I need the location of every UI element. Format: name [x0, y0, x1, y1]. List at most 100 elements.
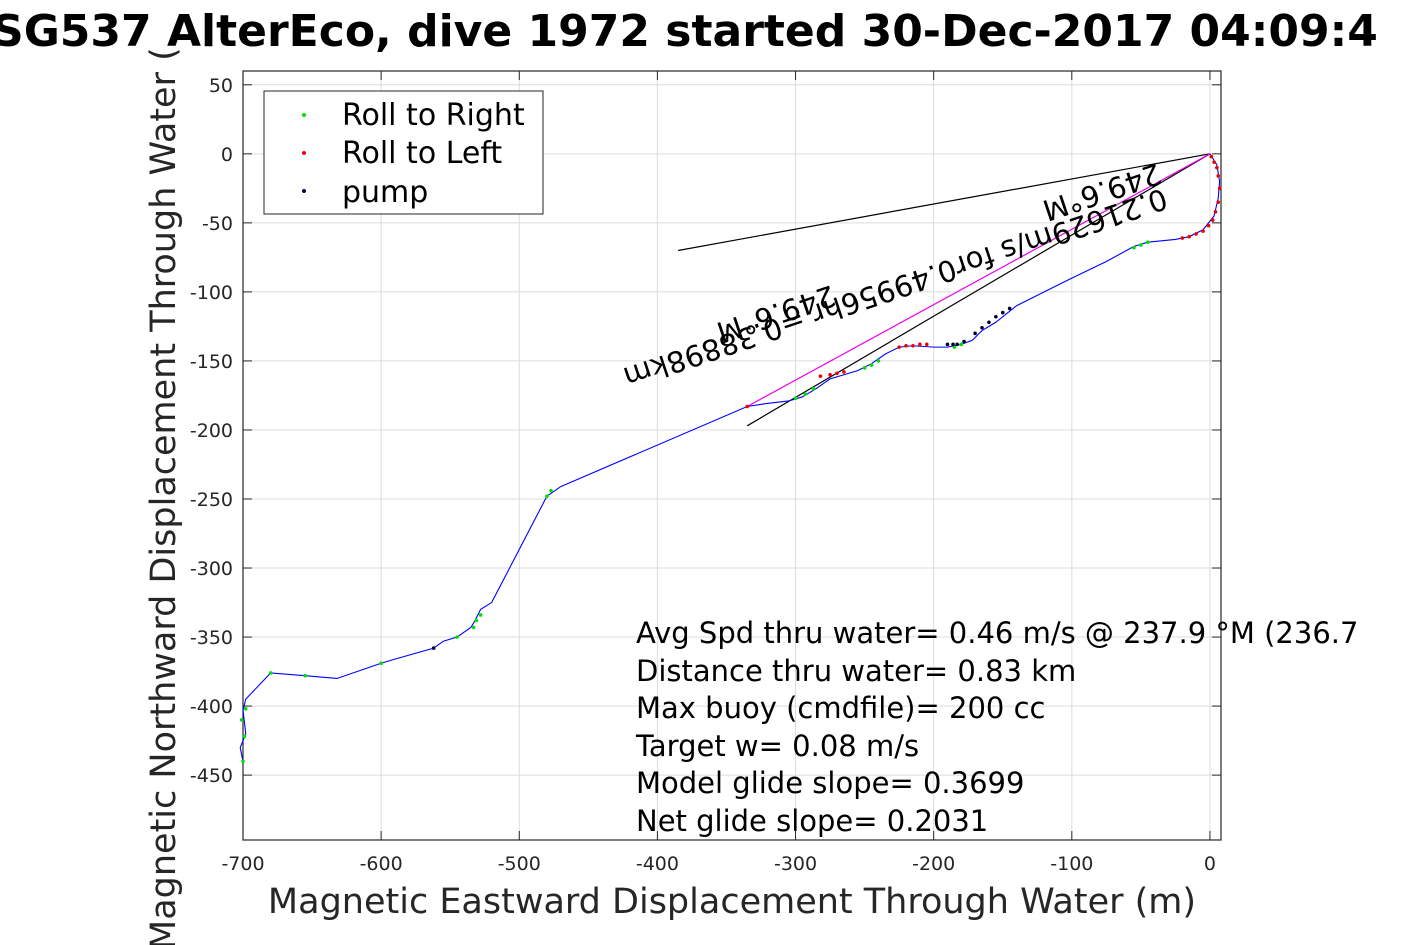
roll-left-point	[1212, 160, 1216, 164]
roll-left-point	[1210, 218, 1215, 222]
roll-left-point	[897, 345, 901, 349]
x-tick-label: -500	[498, 853, 541, 875]
x-tick-label: -600	[360, 853, 403, 875]
roll-left-point	[828, 372, 832, 377]
roll-left-point	[842, 370, 846, 374]
roll-left-point	[918, 342, 922, 347]
roll-left-point	[1201, 229, 1205, 233]
roll-right-point	[876, 359, 881, 363]
roll-left-point	[1215, 165, 1219, 170]
x-tick-label: -400	[636, 853, 679, 875]
roll-left-point	[1216, 200, 1221, 204]
y-tick-label: -300	[190, 558, 233, 580]
pump-point	[955, 342, 959, 347]
roll-right-point	[379, 661, 383, 666]
y-tick-label: 0	[221, 144, 233, 166]
roll-right-point	[471, 625, 476, 630]
y-tick-label: -150	[190, 351, 233, 373]
roll-left-point	[1206, 223, 1211, 228]
axes-frame	[242, 70, 1222, 841]
roll-left-point	[1187, 234, 1192, 239]
y-tick-label: -350	[190, 627, 233, 649]
summary-line-net-glide: Net glide slope= 0.2031	[636, 804, 988, 838]
pump-point	[987, 320, 991, 325]
data-lines	[239, 153, 1221, 762]
x-tick-label: -100	[1050, 853, 1093, 875]
pump-point	[980, 325, 984, 330]
y-tick-label: -50	[202, 213, 233, 235]
legend-marker-pump	[302, 189, 306, 193]
y-tick-label: -100	[190, 282, 233, 304]
reference-line	[746, 153, 1211, 427]
x-axis-label: Magnetic Eastward Displacement Through W…	[268, 882, 1196, 922]
pump-point	[431, 646, 436, 650]
summary-line-max-buoy: Max buoy (cmdfile)= 200 cc	[636, 691, 1045, 725]
roll-right-point	[1132, 245, 1136, 250]
pump-point	[973, 331, 977, 336]
pump-point	[945, 342, 950, 347]
y-tick-label: 50	[209, 75, 233, 97]
legend-label-roll-left: Roll to Left	[342, 136, 502, 171]
roll-right-point	[243, 707, 248, 711]
reference-line	[678, 153, 1211, 252]
roll-right-point	[869, 363, 874, 367]
y-tick-label: -450	[190, 765, 233, 787]
roll-right-point	[242, 734, 247, 739]
roll-right-point	[241, 759, 245, 764]
roll-left-point	[1180, 236, 1185, 240]
roll-left-point	[924, 342, 929, 347]
roll-right-point	[303, 673, 307, 678]
roll-left-point	[745, 404, 749, 409]
track-line	[239, 153, 1221, 762]
legend: Roll to Right Roll to Left pump	[263, 90, 544, 215]
legend-label-pump: pump	[342, 175, 428, 210]
x-tick-label: -700	[221, 853, 264, 875]
roll-right-point	[268, 671, 273, 675]
summary-line-target-w: Target w= 0.08 m/s	[635, 729, 919, 763]
roll-right-point	[803, 392, 808, 396]
pump-point	[1007, 306, 1012, 311]
y-tick-label: -250	[190, 489, 233, 511]
roll-left-point	[1209, 154, 1214, 159]
summary-line-avg-speed: Avg Spd thru water= 0.46 m/s @ 237.9 °M …	[636, 616, 1358, 650]
roll-left-point	[1194, 232, 1198, 236]
roll-left-point	[1217, 186, 1222, 191]
legend-marker-roll-left	[302, 151, 306, 155]
roll-right-point	[455, 635, 459, 639]
roll-right-point	[862, 366, 867, 370]
x-tick-label: -300	[774, 853, 817, 875]
axis-ticks: -700 -600 -500 -400 -300 -200 -100 0 50 0 -50 -100 -…	[190, 71, 1221, 875]
roll-right-point	[549, 488, 553, 493]
roll-right-point	[952, 345, 957, 349]
roll-right-point	[478, 613, 483, 617]
y-tick-label: -200	[190, 420, 233, 442]
data-points	[239, 154, 1222, 764]
legend-marker-roll-right	[302, 113, 306, 117]
roll-left-point	[904, 343, 908, 348]
legend-label-roll-right: Roll to Right	[342, 98, 525, 133]
roll-right-point	[474, 618, 479, 623]
summary-line-distance: Distance thru water= 0.83 km	[636, 654, 1076, 688]
x-tick-label: 0	[1204, 853, 1216, 875]
roll-left-point	[835, 371, 839, 376]
pump-point	[951, 342, 955, 347]
x-tick-label: -200	[912, 853, 955, 875]
roll-right-point	[793, 396, 798, 401]
roll-right-point	[1145, 240, 1150, 244]
roll-left-point	[911, 343, 915, 348]
roll-left-point	[1216, 174, 1221, 178]
pump-point	[962, 339, 966, 344]
roll-left-point	[1213, 210, 1218, 214]
y-tick-label: -400	[190, 696, 233, 718]
roll-right-point	[239, 718, 244, 722]
pump-point	[1000, 310, 1005, 315]
roll-left-point	[818, 374, 823, 378]
summary-annotation: Avg Spd thru water= 0.46 m/s @ 237.9 °M …	[635, 616, 1358, 838]
pump-point	[994, 314, 998, 319]
y-axis-label: Magnetic Northward Displacement Through …	[144, 47, 184, 945]
roll-right-point	[811, 386, 816, 391]
roll-right-point	[959, 342, 964, 347]
legend-box	[263, 90, 544, 215]
roll-right-point	[545, 494, 549, 499]
